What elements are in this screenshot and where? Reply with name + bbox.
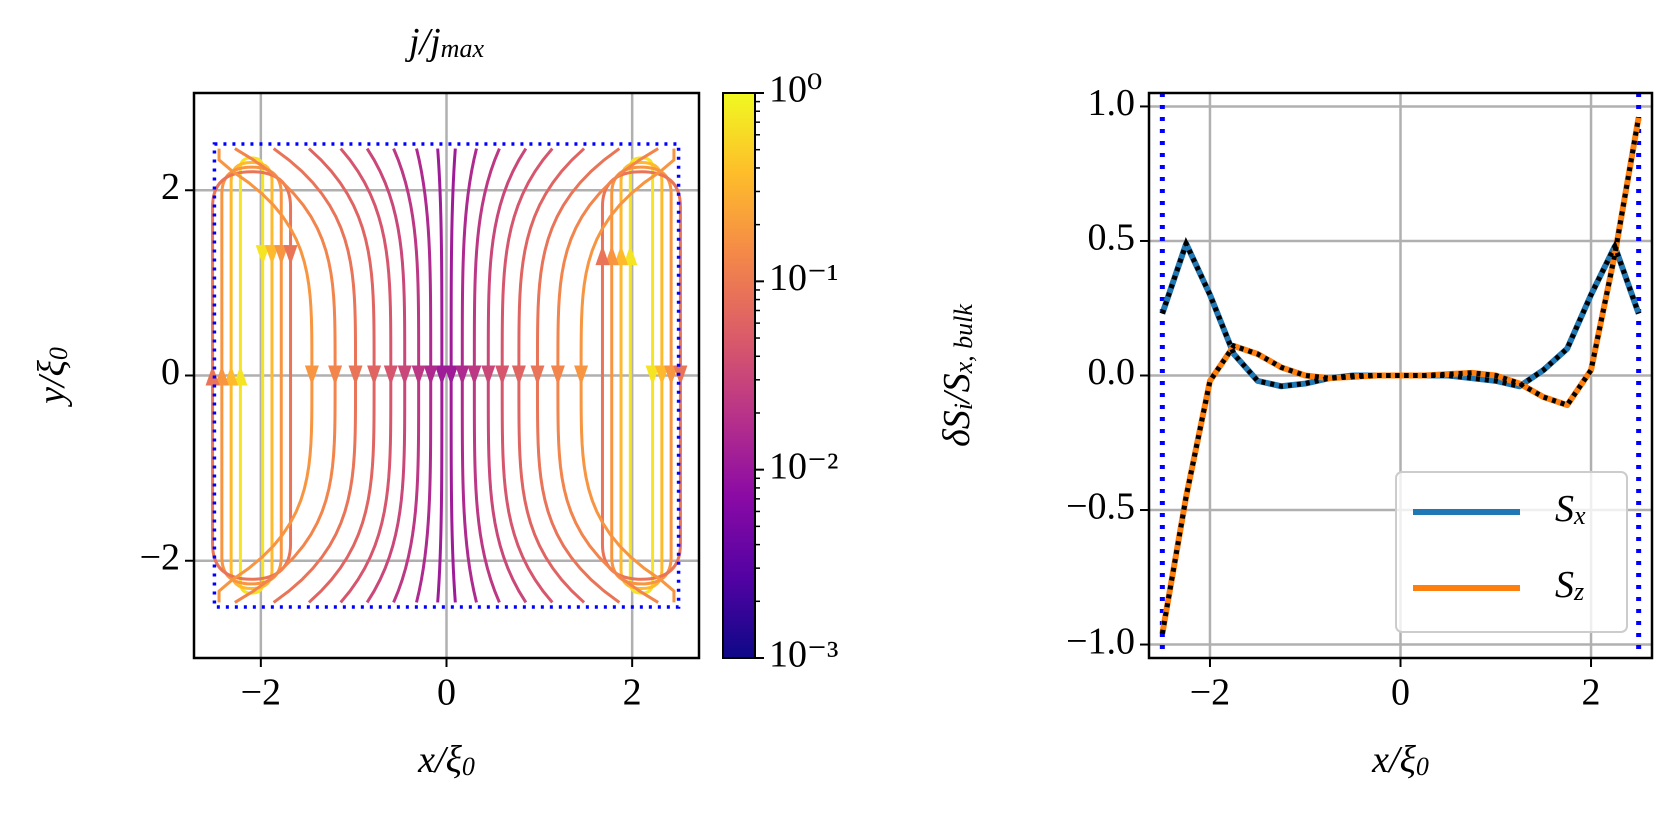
stream-arrow [495, 365, 510, 386]
stream-arrow [444, 365, 459, 386]
stream-arrow [205, 365, 220, 386]
overlay-line [1159, 116, 1642, 635]
y-tick-label: −2 [140, 536, 180, 578]
x-tick-label: −2 [241, 672, 281, 714]
stream-arrow [434, 365, 449, 386]
y-axis-label: δSi/Sx, bulk [936, 304, 979, 447]
label-part: /S [936, 373, 978, 405]
boundary-box [212, 142, 681, 609]
label-part: max [441, 34, 485, 63]
colorbar-tick-label: 10⁻³ [769, 634, 838, 676]
streamlines [205, 147, 688, 604]
colorbar-tick-label: 10⁻² [769, 445, 838, 487]
legend-label: Sx [1555, 488, 1586, 531]
stream-arrow [283, 245, 298, 266]
label-part: x/ξ [417, 739, 462, 781]
stream-arrow [383, 365, 398, 386]
stream-arrow [397, 365, 412, 386]
stream-arrow [623, 245, 638, 266]
stream-arrow [328, 365, 343, 386]
stream-arrow [530, 365, 545, 386]
stream-arrow [455, 365, 470, 386]
stream-arrow [481, 365, 496, 386]
label-part: x/ξ [1371, 739, 1416, 781]
chart-title: j/jmax [404, 21, 484, 64]
axes-frame [192, 91, 701, 660]
stream-arrow [367, 365, 382, 386]
stream-arrow [664, 365, 679, 386]
colorbar [722, 92, 756, 659]
stream-arrow [614, 245, 629, 266]
x-tick-label: 2 [1582, 672, 1601, 714]
stream-arrow [645, 365, 660, 386]
label-part: x [1573, 501, 1586, 530]
y-tick-label: 0.5 [1088, 217, 1136, 259]
label-part: z [1573, 577, 1584, 606]
stream-arrow [255, 245, 270, 266]
legend-label: Sz [1555, 564, 1584, 607]
streamline [229, 160, 274, 591]
stream-arrow [595, 245, 610, 266]
x-tick-label: 2 [623, 672, 642, 714]
label-part: 0 [1416, 752, 1429, 781]
y-tick-label: 0.0 [1088, 351, 1136, 393]
stream-arrow [274, 245, 289, 266]
x-axis-label: x/ξ0 [417, 739, 475, 782]
stream-arrow [550, 365, 565, 386]
y-tick-label: −0.5 [1066, 486, 1135, 528]
stream-arrow [264, 245, 279, 266]
stream-arrow [348, 365, 363, 386]
stream-arrow [304, 365, 319, 386]
legend [1395, 471, 1628, 633]
label-part: i [949, 403, 978, 410]
y-tick-label: 0 [161, 351, 180, 393]
stream-arrow [574, 365, 589, 386]
stream-arrow [673, 365, 688, 386]
label-part: 0 [44, 347, 73, 360]
stream-arrow [214, 365, 229, 386]
stream-arrow [654, 365, 669, 386]
y-axis-label: y/ξ0 [31, 347, 74, 408]
label-part: j/j [404, 21, 441, 63]
label-part: S [1555, 564, 1574, 606]
label-part: x, bulk [949, 304, 978, 375]
stream-arrow [511, 365, 526, 386]
label-part: y/ξ [31, 359, 73, 407]
stream-arrow [423, 365, 438, 386]
label-part: 0 [462, 752, 475, 781]
x-tick-label: 0 [1391, 672, 1410, 714]
stream-arrow [411, 365, 426, 386]
x-tick-label: 0 [437, 672, 456, 714]
label-part: δS [936, 410, 978, 447]
label-part: S [1555, 488, 1574, 530]
colorbar-tick-label: 10⁰ [769, 69, 822, 111]
stream-arrow [224, 365, 239, 386]
y-tick-label: −1.0 [1066, 620, 1135, 662]
y-tick-label: 1.0 [1088, 82, 1136, 124]
colorbar-tick-label: 10⁻¹ [769, 257, 838, 299]
x-tick-label: −2 [1190, 672, 1230, 714]
axes-frame [1147, 91, 1654, 660]
y-tick-label: 2 [161, 166, 180, 208]
stream-arrow [604, 245, 619, 266]
stream-arrow [233, 365, 248, 386]
x-axis-label: x/ξ0 [1371, 739, 1429, 782]
stream-arrow [467, 365, 482, 386]
